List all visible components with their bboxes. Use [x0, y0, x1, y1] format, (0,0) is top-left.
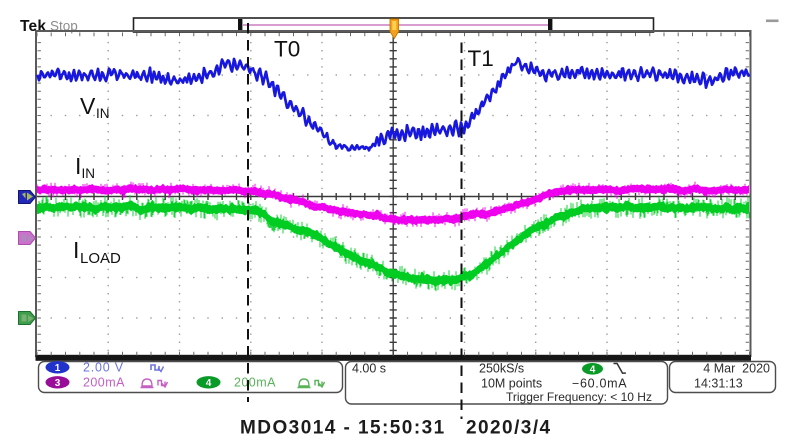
- svg-text:4: 4: [590, 364, 596, 375]
- svg-text:Stop: Stop: [50, 19, 78, 34]
- svg-text:3: 3: [55, 378, 61, 389]
- svg-text:MDO3014 - 15:50:31: MDO3014 - 15:50:31: [240, 418, 446, 439]
- svg-text:2020/3/4: 2020/3/4: [466, 418, 552, 439]
- svg-text:V: V: [80, 93, 96, 119]
- svg-text:1: 1: [55, 363, 61, 374]
- svg-text:Trigger Frequency: < 10 Hz: Trigger Frequency: < 10 Hz: [506, 390, 652, 404]
- svg-text:4 Mar 2020: 4 Mar 2020: [703, 362, 770, 376]
- svg-text:4.00 s: 4.00 s: [352, 362, 386, 376]
- svg-text:IN: IN: [82, 166, 96, 181]
- svg-text:2.00 V: 2.00 V: [83, 361, 124, 375]
- svg-text:10M points: 10M points: [481, 377, 542, 391]
- svg-text:200mA: 200mA: [83, 376, 125, 390]
- svg-text:IN: IN: [96, 106, 110, 121]
- svg-text:I: I: [73, 237, 79, 263]
- svg-text:200mA: 200mA: [234, 376, 276, 390]
- svg-text:−60.0mA: −60.0mA: [572, 377, 627, 391]
- svg-text:T1: T1: [468, 46, 494, 71]
- svg-text:T0: T0: [274, 37, 300, 62]
- svg-text:250kS/s: 250kS/s: [479, 362, 524, 376]
- svg-text:14:31:13: 14:31:13: [694, 377, 743, 391]
- svg-text:LOAD: LOAD: [80, 250, 121, 267]
- svg-text:I: I: [75, 153, 81, 179]
- svg-text:4: 4: [206, 378, 212, 389]
- svg-text:Tek: Tek: [20, 18, 46, 35]
